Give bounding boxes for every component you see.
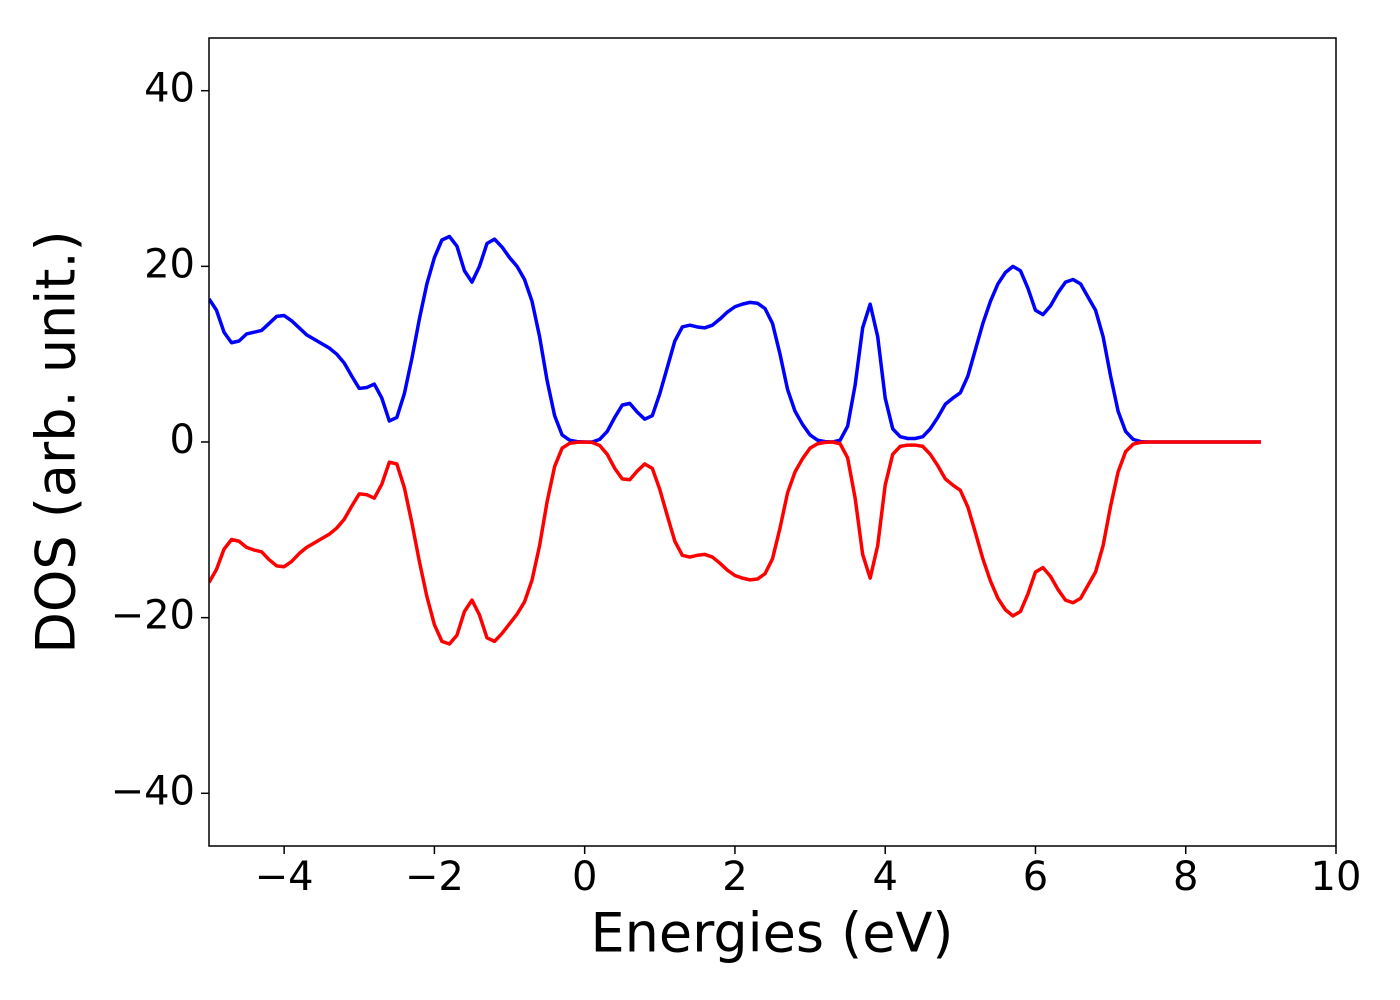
x-axis-title: Energies (eV): [591, 902, 954, 965]
y-tick-label: 0: [170, 417, 195, 463]
x-tick-label: 8: [1173, 854, 1198, 900]
y-tick-label: 20: [144, 241, 195, 287]
x-tick-label: 10: [1311, 854, 1362, 900]
x-tick-label: 4: [872, 854, 897, 900]
y-tick-label: −20: [111, 593, 195, 639]
x-tick-label: 6: [1023, 854, 1048, 900]
plot-frame: [208, 37, 1337, 847]
x-tick-label: −2: [405, 854, 464, 900]
y-tick-label: 40: [144, 66, 195, 112]
data-line: [209, 440, 1261, 646]
data-line: [209, 234, 1261, 444]
x-tick-label: −4: [255, 854, 314, 900]
y-axis-title: DOS (arb. unit.): [25, 230, 88, 653]
x-tick-label: 2: [722, 854, 747, 900]
x-tick-label: 0: [572, 854, 597, 900]
y-tick-label: −40: [111, 768, 195, 814]
